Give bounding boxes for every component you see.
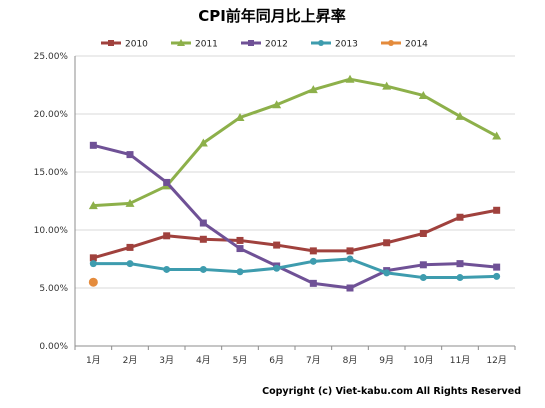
data-point	[492, 131, 502, 140]
x-tick-label: 6月	[269, 355, 284, 366]
x-tick-label: 8月	[343, 355, 358, 366]
legend-item-2012: 2012	[241, 40, 288, 50]
data-point	[419, 274, 427, 282]
series-line-2011	[93, 77, 498, 208]
legend-item-2011: 2011	[171, 39, 218, 50]
series-2013	[89, 255, 501, 282]
data-point	[309, 257, 317, 265]
data-point	[493, 272, 501, 280]
legend-label: 2010	[125, 40, 148, 50]
data-point	[199, 219, 207, 227]
data-point	[309, 279, 317, 287]
data-point	[345, 74, 355, 83]
data-point	[419, 229, 427, 237]
x-tick-label: 11月	[450, 355, 470, 366]
data-point	[419, 261, 427, 269]
data-point	[89, 260, 97, 268]
copyright-footer: Copyright (c) Viet-kabu.com All Rights R…	[262, 386, 521, 397]
data-point	[108, 40, 114, 46]
data-point	[199, 235, 207, 243]
data-point	[318, 40, 324, 46]
data-point	[198, 138, 208, 147]
data-point	[89, 141, 97, 149]
series-2011	[88, 74, 502, 210]
x-tick-label: 5月	[233, 355, 248, 366]
data-point	[235, 112, 245, 121]
series-2010	[89, 206, 501, 262]
data-point	[346, 255, 354, 263]
series-2014	[88, 277, 98, 287]
legend-label: 2011	[195, 40, 218, 50]
data-point	[456, 260, 464, 268]
data-point	[272, 100, 282, 109]
data-point	[346, 284, 354, 292]
series-line-2012	[92, 143, 497, 290]
data-point	[236, 245, 244, 253]
data-point	[493, 206, 501, 214]
data-point	[163, 178, 171, 186]
y-tick-label: 25.00%	[34, 52, 69, 62]
data-point	[388, 40, 394, 46]
data-point	[248, 40, 254, 46]
legend-item-2010: 2010	[101, 40, 148, 50]
data-point	[382, 81, 392, 90]
data-point	[273, 264, 281, 272]
series-layer	[88, 74, 502, 292]
x-tick-label: 12月	[486, 355, 506, 366]
data-point	[456, 274, 464, 282]
x-tick-label: 3月	[159, 355, 174, 366]
y-tick-label: 10.00%	[34, 226, 69, 236]
x-tick-label: 9月	[379, 355, 394, 366]
data-point	[383, 239, 391, 247]
data-point	[199, 265, 207, 273]
x-tick-label: 1月	[86, 355, 101, 366]
legend-label: 2013	[335, 40, 358, 50]
data-point	[88, 201, 98, 210]
data-point	[163, 265, 171, 273]
data-point	[309, 247, 317, 255]
gridlines	[75, 55, 515, 347]
data-point	[455, 111, 465, 120]
x-tick-label: 4月	[196, 355, 211, 366]
x-tick-label: 2月	[123, 355, 138, 366]
data-point	[308, 85, 318, 94]
data-point	[88, 277, 98, 287]
chart-title: CPI前年同月比上昇率	[198, 7, 346, 25]
data-point	[493, 263, 501, 271]
data-point	[383, 269, 391, 277]
data-point	[273, 241, 281, 249]
y-tick-label: 0.00%	[39, 342, 68, 352]
data-point	[236, 236, 244, 244]
data-point	[163, 232, 171, 240]
data-point	[177, 39, 185, 46]
y-tick-label: 20.00%	[34, 110, 69, 120]
y-tick-label: 5.00%	[39, 284, 68, 294]
axes	[74, 56, 515, 347]
legend-label: 2014	[405, 40, 428, 50]
data-point	[89, 254, 97, 262]
legend-item-2014: 2014	[381, 40, 428, 50]
data-point	[126, 151, 134, 159]
data-point	[125, 198, 135, 207]
data-point	[236, 268, 244, 276]
data-point	[456, 213, 464, 221]
x-tick-label: 10月	[413, 355, 433, 366]
x-tick-label: 7月	[306, 355, 321, 366]
legend-item-2013: 2013	[311, 40, 358, 50]
y-axis-ticks: 0.00% 5.00% 10.00% 15.00% 20.00% 25.00%	[34, 52, 69, 352]
data-point	[418, 90, 428, 99]
data-point	[346, 247, 354, 255]
data-point	[126, 260, 134, 268]
series-line-2010	[92, 208, 497, 260]
y-tick-label: 15.00%	[34, 168, 69, 178]
legend-label: 2012	[265, 40, 288, 50]
data-point	[126, 243, 134, 251]
series-2012	[89, 141, 501, 292]
legend: 2010 2011 2012 2013 2014	[101, 39, 428, 50]
series-line-2013	[93, 257, 497, 280]
x-axis-ticks: 1月 2月 3月 4月 5月 6月 7月 8月 9月 10月 11月 12月	[74, 346, 516, 366]
